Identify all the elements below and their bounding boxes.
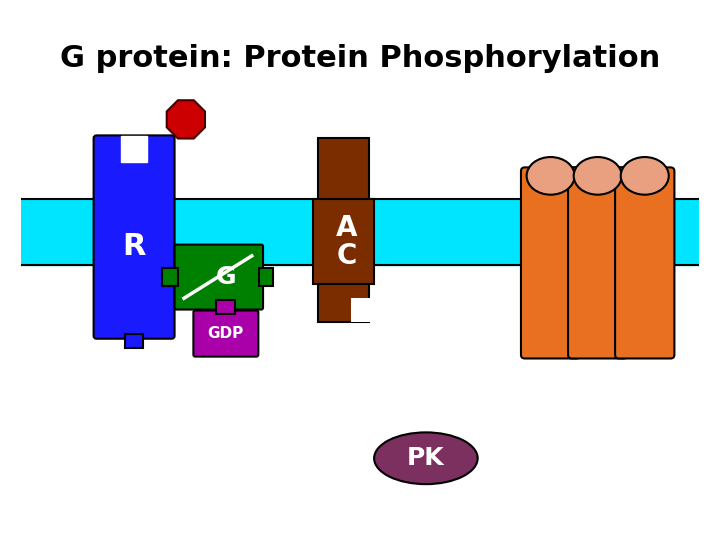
Bar: [21, 199, 699, 265]
Bar: [313, 199, 374, 284]
Bar: [318, 138, 369, 204]
Bar: [217, 300, 235, 314]
Bar: [318, 284, 369, 322]
Ellipse shape: [621, 157, 669, 195]
Text: A: A: [336, 214, 357, 241]
Ellipse shape: [374, 433, 477, 484]
FancyBboxPatch shape: [174, 245, 263, 309]
Ellipse shape: [526, 157, 575, 195]
Bar: [259, 268, 274, 287]
Text: GDP: GDP: [208, 326, 244, 341]
FancyBboxPatch shape: [615, 167, 675, 359]
Text: G: G: [216, 265, 237, 289]
Bar: [351, 298, 374, 322]
FancyBboxPatch shape: [568, 167, 627, 359]
Text: R: R: [122, 232, 146, 261]
Bar: [162, 268, 179, 287]
FancyBboxPatch shape: [194, 310, 258, 356]
Bar: [121, 136, 148, 162]
Text: C: C: [336, 242, 356, 270]
FancyBboxPatch shape: [521, 167, 580, 359]
Polygon shape: [167, 100, 205, 139]
Text: PK: PK: [407, 446, 445, 470]
FancyBboxPatch shape: [94, 136, 174, 339]
Text: G protein: Protein Phosphorylation: G protein: Protein Phosphorylation: [60, 44, 660, 73]
Bar: [125, 334, 143, 348]
Ellipse shape: [574, 157, 621, 195]
